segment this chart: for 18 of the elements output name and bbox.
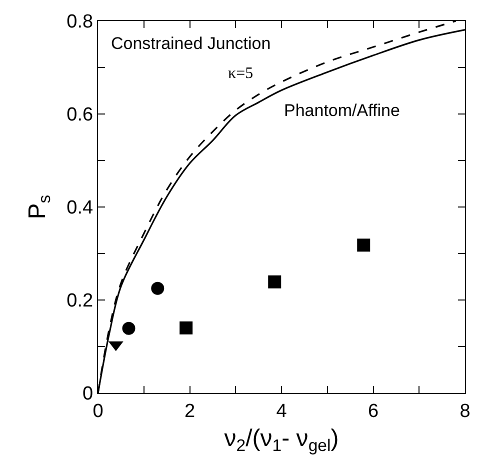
annotation: Phantom/Affine [284, 101, 400, 120]
y-tick-label: 0.6 [66, 104, 94, 126]
point [357, 238, 370, 252]
x-tick-label: 8 [460, 400, 470, 422]
annotation: κ=5 [228, 65, 254, 82]
point [268, 275, 282, 288]
y-tick-label: 0.4 [66, 198, 94, 219]
x-tick-label: 2 [184, 400, 196, 422]
y-tick-label: 0.2 [66, 290, 94, 312]
x-axis-title: ν$_{2}$/(ν$_{1}$- ν$_{gel}$) [224, 425, 339, 456]
point [122, 322, 136, 335]
annotation: Constrained Junction [111, 34, 271, 53]
x-tick-label: 6 [368, 400, 379, 422]
point [151, 282, 164, 295]
x-tick-label: 4 [276, 400, 288, 422]
y-tick-label: 0.8 [66, 12, 94, 33]
point [180, 321, 193, 334]
y-tick-label: 0 [82, 384, 94, 405]
